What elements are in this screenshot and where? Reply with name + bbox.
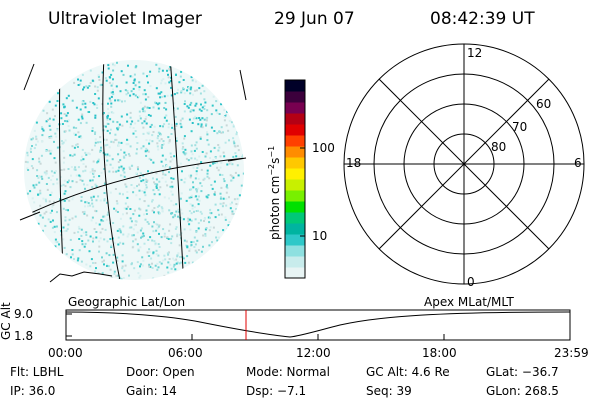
units-exponent-s: −1: [267, 145, 276, 158]
mlat-label-80: 80: [491, 140, 507, 154]
date-label: 29 Jun 07: [274, 9, 355, 29]
uv-speckles: [24, 61, 244, 280]
info-dsp: Dsp: −7.1: [246, 384, 307, 398]
mlt-label-6: 6: [574, 156, 582, 170]
timeline-ylabel: GC Alt: [0, 302, 13, 340]
colorbar: [284, 79, 306, 279]
timeline-y-top: 9.0: [14, 307, 34, 321]
meridian-extension: [239, 69, 247, 101]
units-s: s: [268, 157, 282, 164]
altitude-curve: [65, 311, 571, 338]
timeline-right-title: Apex MLat/MLT: [424, 295, 514, 309]
colorbar-strip: [285, 157, 305, 169]
time-label: 08:42:39 UT: [430, 9, 535, 29]
timeline-xtick-label: 06:00: [168, 346, 203, 360]
info-glon: GLon: 268.5: [486, 384, 559, 398]
coastline: [49, 271, 113, 283]
colorbar-strip: [285, 256, 305, 268]
colorbar-strip: [285, 179, 305, 191]
colorbar-tick-label-10: 10: [312, 229, 328, 243]
mlat-label-70: 70: [512, 120, 528, 134]
colorbar-strip: [285, 223, 305, 235]
info-seq: Seq: 39: [366, 384, 412, 398]
colorbar-strip: [285, 267, 305, 279]
app-title: Ultraviolet Imager: [48, 9, 202, 29]
info-door: Door: Open: [126, 365, 195, 379]
colorbar-strip: [285, 245, 305, 257]
colorbar-strip: [285, 124, 305, 136]
colorbar-units-label: photon cm−2s−1: [267, 146, 282, 240]
info-gain: Gain: 14: [126, 384, 177, 398]
mlt-label-12: 12: [467, 46, 483, 60]
colorbar-strip: [285, 102, 305, 114]
colorbar-tick-label-100: 100: [312, 141, 335, 155]
colorbar-strip: [285, 146, 305, 158]
timeline-xtick-label: 18:00: [422, 346, 457, 360]
parallel-line: [24, 157, 244, 219]
mlt-label-18: 18: [346, 156, 362, 170]
parallel-extension: [19, 211, 41, 221]
meridian-line: [169, 60, 185, 280]
timeline-plot: [65, 309, 571, 341]
info-filter: Flt: LBHL: [10, 365, 64, 379]
colorbar-strip: [285, 212, 305, 224]
units-exponent-cm: −2: [267, 163, 276, 176]
colorbar-strip: [285, 91, 305, 103]
colorbar-strip: [285, 113, 305, 125]
info-glat: GLat: −36.7: [486, 365, 559, 379]
colorbar-strip: [285, 234, 305, 246]
info-ip: IP: 36.0: [10, 384, 56, 398]
timeline-y-bottom: 1.8: [14, 329, 34, 343]
timeline-left-title: Geographic Lat/Lon: [68, 295, 186, 309]
colorbar-strip: [285, 168, 305, 180]
timeline-xtick-label: 23:59: [554, 346, 589, 360]
polar-diagonal: [378, 78, 550, 250]
info-mode: Mode: Normal: [246, 365, 330, 379]
units-photon-cm: photon cm: [268, 175, 282, 240]
uv-image: [19, 60, 247, 283]
colorbar-frame: [284, 79, 306, 279]
meridian-line: [102, 60, 123, 280]
timeline-xtick-label: 12:00: [296, 346, 331, 360]
polar-plot: [343, 43, 585, 285]
colorbar-strip: [285, 135, 305, 147]
colorbar-strip: [285, 80, 305, 92]
parallel-extension: [227, 157, 247, 162]
mlat-label-60: 60: [536, 97, 552, 111]
mlt-label-0: 0: [467, 275, 475, 289]
colorbar-strip: [285, 190, 305, 202]
info-gc-alt: GC Alt: 4.6 Re: [366, 365, 450, 379]
meridian-extension: [23, 63, 35, 91]
timeline-xtick-label: 00:00: [48, 346, 83, 360]
colorbar-strip: [285, 201, 305, 213]
